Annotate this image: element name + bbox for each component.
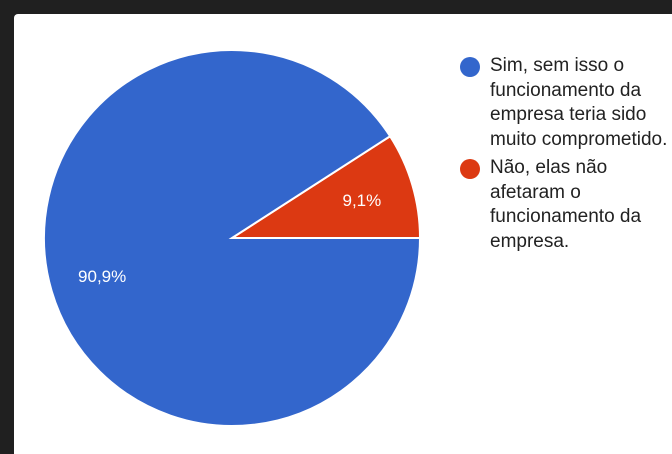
slice-label-0: 90,9% (78, 267, 126, 286)
legend: Sim, sem isso o funcionamento da empresa… (460, 54, 672, 258)
slice-label-1: 9,1% (342, 191, 381, 210)
legend-swatch-0 (460, 57, 480, 77)
legend-swatch-1 (460, 159, 480, 179)
pie-chart: 9,1% 90,9% (43, 49, 422, 427)
pie-slice-0[interactable] (43, 49, 422, 427)
legend-item-0[interactable]: Sim, sem isso o funcionamento da empresa… (460, 54, 672, 152)
chart-card: 9,1% 90,9% Sim, sem isso o funcionamento … (14, 14, 672, 454)
legend-label-0: Sim, sem isso o funcionamento da empresa… (490, 55, 668, 150)
legend-item-1[interactable]: Não, elas não afetaram o funcionamento d… (460, 156, 672, 254)
legend-label-1: Não, elas não afetaram o funcionamento d… (490, 157, 642, 252)
pie-slice-1[interactable] (228, 134, 422, 239)
